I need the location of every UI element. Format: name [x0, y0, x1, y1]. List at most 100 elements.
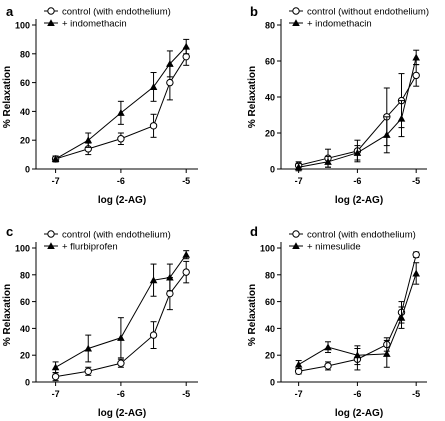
- legend-label: control (with endothelium): [62, 7, 171, 18]
- legend-label: + indomethacin: [62, 19, 127, 30]
- panel-label: b: [250, 4, 258, 19]
- y-tick-label: 80: [265, 270, 275, 280]
- series-line: [55, 56, 187, 160]
- series-0: [51, 260, 190, 382]
- y-tick-label: 100: [15, 21, 30, 31]
- legend-marker-triangle: [292, 242, 300, 250]
- y-tick-label: 60: [265, 297, 275, 307]
- data-point-triangle: [84, 344, 93, 352]
- y-tick-label: 100: [260, 244, 275, 254]
- y-tick-label: 40: [265, 93, 275, 103]
- y-tick-label: 60: [20, 78, 30, 88]
- y-tick-label: 60: [20, 297, 30, 307]
- data-point-circle: [412, 251, 420, 259]
- data-point-triangle: [117, 333, 125, 341]
- data-point-circle: [117, 359, 125, 367]
- series-1: [51, 38, 191, 163]
- y-axis-title: % Relaxation: [2, 66, 13, 128]
- legend-label: + flurbiprofen: [62, 242, 118, 253]
- x-axis-title: log (2-AG): [335, 195, 383, 206]
- series-1: [51, 250, 191, 374]
- data-point-circle: [51, 372, 60, 381]
- data-point-triangle: [166, 60, 174, 67]
- y-tick-label: 20: [265, 351, 275, 361]
- x-tick-label: -6: [117, 176, 125, 186]
- data-point-circle: [412, 71, 420, 80]
- legend-entry: control (without endothelium): [289, 7, 429, 18]
- x-tick-label: -5: [412, 389, 420, 399]
- panel-c: c 0 20 40 60 80 100 -7 -6 -5 log (2-AG) % Relaxatio…: [2, 224, 198, 419]
- legend-marker-triangle: [47, 19, 55, 27]
- y-tick-label: 0: [25, 165, 30, 175]
- x-tick-label: -7: [52, 176, 60, 186]
- y-tick-label: 40: [20, 324, 30, 334]
- legend-marker-circle: [47, 230, 55, 238]
- x-tick-label: -5: [182, 176, 190, 186]
- data-point-circle: [84, 367, 92, 375]
- legend-entry: control (with endothelium): [44, 230, 171, 241]
- y-tick-label: 0: [270, 378, 275, 388]
- legend-entry: + indomethacin: [44, 19, 127, 30]
- panel-d: d 0 20 40 60 80 100 -7 -6 -5 log (2-AG) % Relaxatio…: [247, 224, 427, 419]
- x-tick-label: -5: [182, 389, 190, 399]
- legend-label: + indomethacin: [307, 19, 372, 30]
- legend-entry: + flurbiprofen: [44, 242, 118, 253]
- x-tick-label: -7: [295, 389, 303, 399]
- series-line: [298, 57, 417, 168]
- data-point-triangle: [412, 53, 420, 61]
- x-tick-label: -6: [353, 176, 361, 186]
- data-point-triangle: [84, 136, 93, 144]
- series-line: [298, 75, 417, 166]
- legend-marker-circle: [292, 230, 300, 238]
- y-tick-label: 80: [20, 49, 30, 59]
- series-line: [55, 254, 187, 368]
- data-point-triangle: [182, 250, 191, 258]
- x-tick-label: -7: [52, 389, 60, 399]
- data-point-circle: [182, 52, 190, 61]
- data-point-triangle: [324, 343, 332, 351]
- legend-label: + nimesulide: [307, 242, 361, 253]
- legend-marker-circle: [47, 7, 55, 15]
- x-tick-label: -6: [117, 389, 125, 399]
- data-point-triangle: [382, 350, 391, 357]
- legend-marker-circle: [292, 7, 300, 15]
- y-axis-title: % Relaxation: [247, 66, 258, 128]
- panel-b: b 0 20 40 60 80 -7 -6 -5 log (2-AG) % Relaxation co…: [247, 4, 429, 206]
- data-point-triangle: [397, 313, 406, 321]
- data-point-circle: [182, 268, 190, 276]
- data-point-circle: [324, 362, 332, 370]
- y-axis-title: % Relaxation: [247, 284, 258, 346]
- data-point-circle: [149, 331, 158, 339]
- panel-label: a: [6, 4, 14, 19]
- legend-label: control (with endothelium): [307, 230, 416, 241]
- legend-marker-triangle: [47, 242, 55, 250]
- data-point-triangle: [397, 114, 406, 122]
- series-line: [55, 46, 187, 160]
- data-point-triangle: [412, 269, 420, 277]
- x-axis-title: log (2-AG): [98, 195, 146, 206]
- data-point-triangle: [149, 83, 158, 90]
- y-tick-label: 0: [25, 378, 30, 388]
- x-axis-title: log (2-AG): [98, 408, 146, 419]
- data-point-triangle: [324, 158, 332, 165]
- legend-entry: control (with endothelium): [44, 7, 171, 18]
- legend-label: control (without endothelium): [307, 7, 429, 18]
- data-point-circle: [149, 122, 158, 130]
- data-point-triangle: [51, 155, 60, 162]
- data-point-triangle: [166, 273, 174, 281]
- x-tick-label: -7: [295, 176, 303, 186]
- legend-entry: + nimesulide: [289, 242, 361, 253]
- series-1: [294, 49, 420, 172]
- y-tick-label: 80: [20, 270, 30, 280]
- y-tick-label: 20: [265, 129, 275, 139]
- y-tick-label: 0: [270, 165, 275, 175]
- legend-entry: control (with endothelium): [289, 230, 416, 241]
- x-tick-label: -5: [412, 176, 420, 186]
- x-tick-label: -6: [353, 389, 361, 399]
- data-point-triangle: [149, 276, 158, 284]
- data-point-triangle: [294, 360, 303, 368]
- legend-label: control (with endothelium): [62, 230, 171, 241]
- x-axis-title: log (2-AG): [335, 408, 383, 419]
- data-point-triangle: [353, 149, 362, 156]
